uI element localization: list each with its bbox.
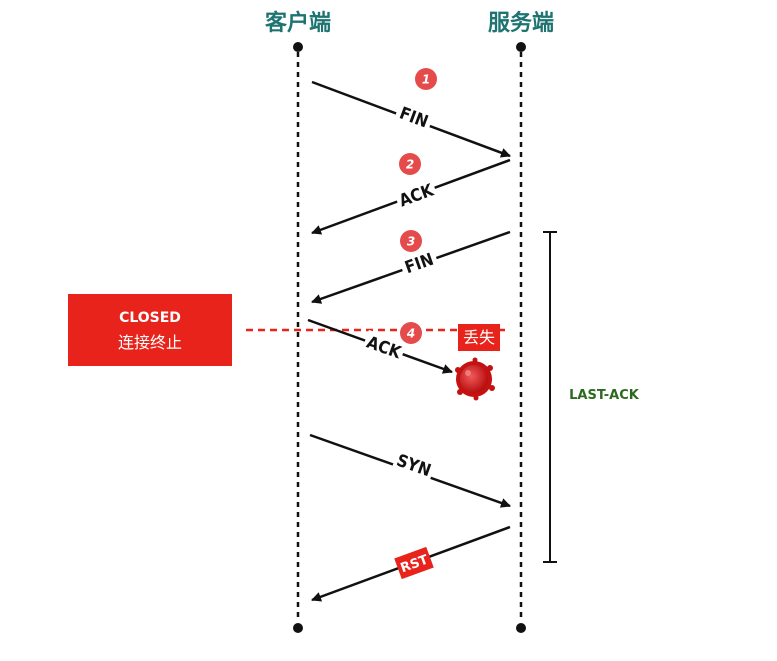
client-lifeline <box>293 42 303 633</box>
message-syn-label: SYN <box>394 451 434 481</box>
closed-box: CLOSED 连接终止 <box>68 294 232 366</box>
step-badge-2: 2 <box>399 153 421 175</box>
message-fin-1: FIN <box>311 80 511 158</box>
rst-badge: RST <box>394 546 434 580</box>
message-ack-2: ACK <box>307 318 453 374</box>
step-badge-4: 4 <box>400 322 422 344</box>
closed-title: CLOSED <box>119 310 181 326</box>
message-rst: RST <box>311 525 511 602</box>
svg-text:1: 1 <box>422 73 430 87</box>
step-badge-1: 1 <box>415 68 437 90</box>
svg-text:4: 4 <box>406 327 415 341</box>
step-badge-3: 3 <box>400 230 422 252</box>
server-header: 服务端 <box>488 11 554 36</box>
lost-badge: 丢失 <box>458 324 500 351</box>
client-header: 客户端 <box>265 10 331 36</box>
svg-text:2: 2 <box>406 158 414 172</box>
lost-label: 丢失 <box>463 328 495 347</box>
closed-subtitle: 连接终止 <box>118 333 182 352</box>
svg-text:3: 3 <box>407 235 415 249</box>
server-lifeline <box>516 42 526 633</box>
message-syn: SYN <box>309 433 511 508</box>
lost-packet-splat-icon <box>455 357 495 401</box>
server-state-label: LAST-ACK <box>569 388 640 403</box>
last-ack-bracket <box>543 231 557 563</box>
